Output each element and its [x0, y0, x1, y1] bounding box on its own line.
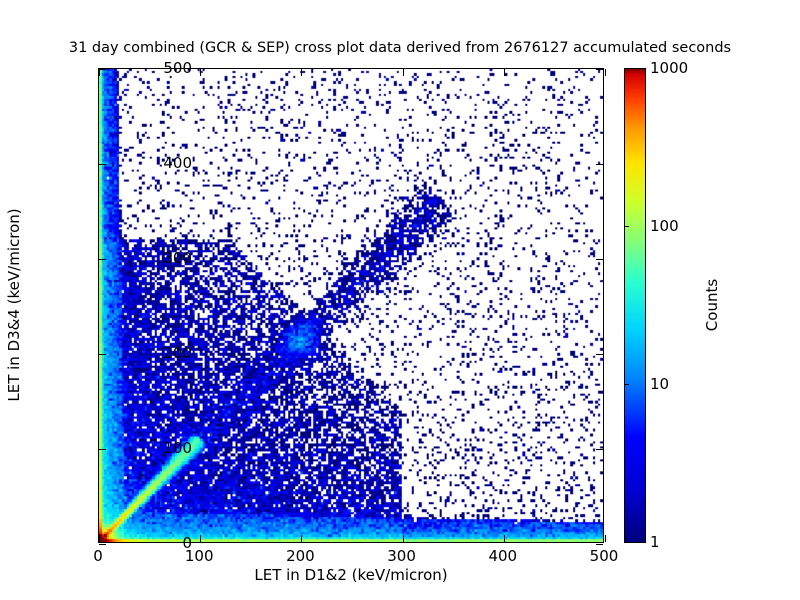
title-line-1: 31 day combined (GCR & SEP) cross plot d…	[68, 40, 732, 56]
x-ticklabel-400: 400	[488, 547, 518, 565]
y-ticklabel-0: 0	[182, 534, 192, 552]
colorbar-tick-100	[624, 226, 629, 227]
y-tick-200	[596, 354, 603, 355]
colorbar	[624, 68, 646, 543]
x-axis-label: LET in D1&2 (keV/micron)	[254, 566, 448, 584]
y-ticklabel-200: 200	[163, 344, 192, 362]
y-tick-0	[596, 544, 603, 545]
y-ticklabel-300: 300	[163, 249, 192, 267]
x-tick-400	[503, 69, 505, 76]
y-tick-300	[99, 259, 106, 260]
plot-area	[98, 68, 606, 545]
x-tick-100	[200, 535, 202, 542]
x-tick-200	[301, 535, 303, 542]
x-tick-500	[605, 69, 606, 76]
colorbar-ticklabel-1: 1	[650, 533, 660, 551]
x-tick-400	[503, 535, 505, 542]
colorbar-label: Counts	[703, 278, 721, 332]
colorbar-tick-10	[624, 384, 629, 385]
x-ticklabel-100: 100	[184, 547, 214, 565]
y-tick-400	[596, 164, 603, 165]
y-ticklabel-100: 100	[163, 439, 192, 457]
y-ticklabel-400: 400	[163, 154, 192, 172]
y-axis-label: LET in D3&4 (keV/micron)	[5, 208, 23, 402]
y-tick-300	[596, 259, 603, 260]
x-ticklabel-300: 300	[387, 547, 416, 565]
x-tick-300	[402, 69, 404, 76]
density-scatter-canvas	[99, 69, 603, 542]
colorbar-tick-1000	[624, 68, 629, 69]
y-tick-400	[99, 164, 106, 165]
y-tick-200	[99, 354, 106, 355]
y-tick-100	[596, 449, 603, 450]
colorbar-ticklabel-100: 100	[650, 217, 679, 235]
y-tick-100	[99, 449, 106, 450]
x-tick-200	[301, 69, 303, 76]
y-tick-500	[596, 69, 603, 70]
x-tick-0	[99, 535, 100, 542]
x-ticklabel-500: 500	[589, 547, 619, 565]
colorbar-ticklabel-1000: 1000	[650, 59, 689, 77]
x-ticklabel-200: 200	[286, 547, 315, 565]
x-tick-300	[402, 535, 404, 542]
x-tick-100	[200, 69, 202, 76]
colorbar-tick-1	[624, 542, 629, 543]
y-ticklabel-500: 500	[163, 59, 192, 77]
x-ticklabel-0: 0	[93, 547, 103, 565]
x-tick-0	[99, 69, 100, 76]
x-tick-500	[605, 535, 606, 542]
y-tick-500	[99, 69, 106, 70]
y-tick-0	[99, 544, 106, 545]
colorbar-gradient	[624, 68, 646, 543]
colorbar-ticklabel-10: 10	[650, 375, 670, 393]
